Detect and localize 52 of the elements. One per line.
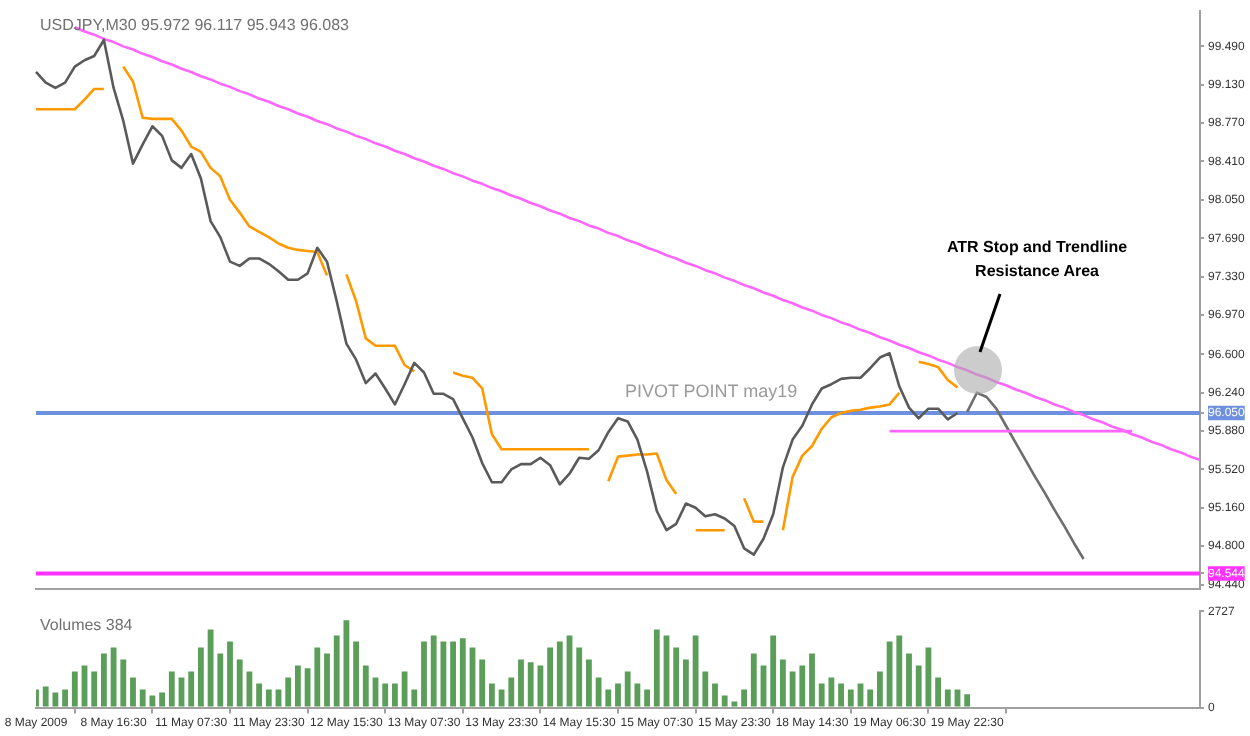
bar: [576, 647, 583, 707]
bar: [964, 694, 971, 707]
annotation: ATR Stop and Trendline Resistance Area: [946, 237, 1129, 280]
bar: [285, 677, 292, 707]
bar: [644, 689, 651, 707]
bar: [62, 689, 69, 707]
bar: [847, 689, 854, 707]
bar: [779, 659, 786, 707]
bar: [459, 638, 466, 707]
bar: [935, 677, 942, 707]
bar: [450, 641, 457, 707]
bar: [876, 671, 883, 707]
bar: [944, 689, 951, 707]
bar: [168, 671, 175, 707]
bar: [256, 683, 263, 707]
bar: [382, 683, 389, 707]
bar: [362, 665, 369, 707]
ref-line-label: PIVOT POINT may19: [624, 380, 798, 401]
chart-title: Volumes 384: [40, 615, 134, 634]
bar: [770, 635, 777, 707]
bar: [188, 671, 195, 707]
bar: [353, 641, 360, 707]
bar: [324, 653, 330, 707]
chart-title: USDJPY,M30 95.972 96.117 95.943 96.083: [40, 15, 351, 34]
bar: [159, 692, 166, 707]
bar: [673, 647, 680, 707]
bar: [265, 689, 272, 707]
bar: [653, 629, 660, 707]
bar: [479, 659, 486, 707]
bar: [91, 671, 98, 707]
bar: [547, 647, 554, 707]
bar: [556, 641, 563, 707]
bar: [838, 683, 845, 707]
bar: [421, 641, 427, 707]
bar: [682, 659, 689, 707]
bar: [294, 665, 301, 707]
bar: [227, 641, 233, 707]
bar: [615, 683, 621, 707]
bar: [867, 689, 874, 707]
bar: [518, 659, 524, 707]
bar: [712, 683, 718, 707]
bar: [585, 659, 592, 707]
bar: [391, 683, 398, 707]
bar: [906, 653, 912, 707]
bar: [100, 653, 107, 707]
bar: [130, 677, 136, 707]
bar: [488, 683, 495, 707]
bar: [750, 653, 757, 707]
bar: [809, 653, 815, 707]
bar: [741, 689, 748, 707]
bar: [197, 647, 204, 707]
bar: [71, 671, 78, 707]
